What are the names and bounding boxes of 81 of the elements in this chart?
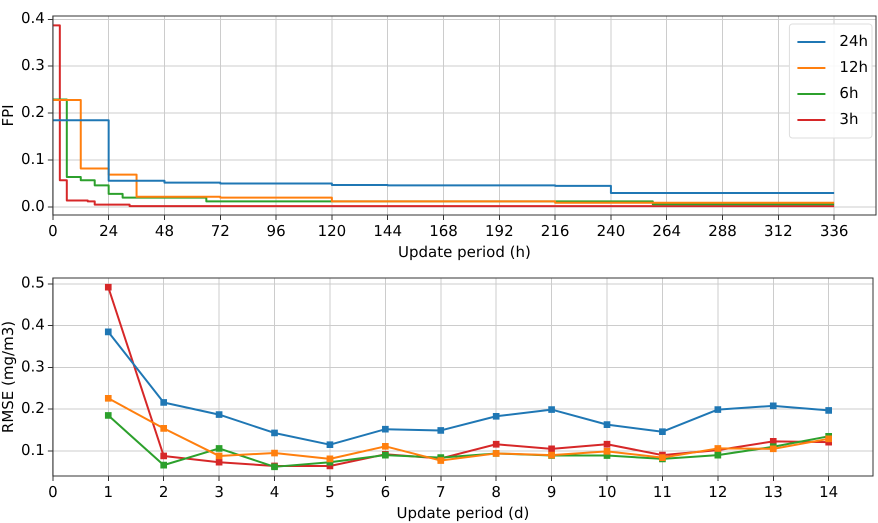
x-tick-label: 12 bbox=[708, 482, 728, 501]
point bbox=[326, 456, 334, 462]
y-tick-label: 0.2 bbox=[20, 399, 45, 418]
point bbox=[271, 430, 278, 436]
x-tick-label: 120 bbox=[318, 222, 346, 240]
point bbox=[604, 440, 610, 448]
y-tick-label: 0.1 bbox=[20, 440, 45, 459]
point bbox=[825, 407, 832, 414]
point bbox=[104, 394, 112, 402]
x-tick-label: 0 bbox=[48, 482, 58, 501]
point bbox=[216, 452, 222, 460]
y-axis-title: FPI bbox=[0, 104, 17, 127]
point bbox=[604, 448, 610, 455]
point bbox=[825, 435, 832, 442]
point bbox=[492, 440, 500, 448]
point bbox=[216, 445, 222, 452]
point bbox=[548, 446, 555, 452]
y-tick-label: 0.2 bbox=[20, 103, 45, 122]
x-axis-title: Update period (h) bbox=[398, 242, 531, 261]
x-tick-label: 48 bbox=[154, 222, 174, 240]
point bbox=[770, 402, 777, 410]
x-tick-label: 72 bbox=[210, 222, 230, 240]
y-tick-label: 0.4 bbox=[20, 9, 45, 28]
point bbox=[659, 428, 666, 436]
y-tick-label: 0.3 bbox=[20, 357, 45, 376]
x-tick-label: 1 bbox=[103, 482, 114, 501]
y-tick-label: 0.3 bbox=[20, 56, 45, 74]
x-tick-label: 2 bbox=[158, 482, 168, 501]
x-tick-label: 4 bbox=[270, 482, 280, 501]
x-tick-label: 264 bbox=[652, 222, 682, 240]
point bbox=[160, 462, 168, 468]
point bbox=[770, 446, 777, 452]
point bbox=[714, 452, 722, 458]
point bbox=[604, 421, 610, 428]
point bbox=[492, 412, 500, 420]
legend-label: 12h bbox=[839, 58, 868, 76]
x-tick-label: 14 bbox=[819, 482, 838, 501]
x-tick-label: 6 bbox=[380, 482, 390, 501]
x-tick-label: 3 bbox=[214, 482, 224, 501]
y-tick-label: 0.5 bbox=[20, 274, 45, 292]
legend-label: 6h bbox=[839, 84, 858, 102]
point bbox=[160, 399, 168, 406]
point bbox=[160, 425, 168, 432]
point bbox=[714, 406, 722, 413]
x-tick-label: 8 bbox=[491, 482, 501, 501]
point bbox=[271, 450, 278, 456]
point bbox=[104, 284, 112, 291]
legend-label: 3h bbox=[839, 110, 858, 128]
x-tick-label: 0 bbox=[48, 222, 58, 240]
y-tick-label: 0.4 bbox=[20, 316, 45, 334]
x-tick-label: 24 bbox=[99, 222, 118, 240]
point bbox=[548, 406, 555, 413]
y-tick-label: 0.1 bbox=[20, 150, 45, 168]
legend-label: 24h bbox=[839, 32, 868, 50]
point bbox=[104, 412, 112, 419]
point bbox=[160, 452, 168, 460]
point bbox=[216, 411, 222, 418]
x-tick-label: 5 bbox=[325, 482, 335, 501]
x-tick-label: 144 bbox=[373, 222, 402, 240]
x-tick-label: 10 bbox=[597, 482, 617, 501]
x-tick-label: 216 bbox=[540, 222, 570, 240]
x-tick-label: 9 bbox=[546, 482, 556, 501]
x-tick-label: 192 bbox=[484, 222, 514, 240]
point bbox=[216, 458, 222, 466]
x-tick-label: 96 bbox=[266, 222, 286, 240]
point bbox=[326, 441, 334, 448]
point bbox=[382, 443, 389, 450]
x-tick-label: 288 bbox=[708, 222, 737, 240]
x-tick-label: 11 bbox=[652, 482, 672, 501]
x-tick-label: 13 bbox=[764, 482, 783, 501]
point bbox=[382, 426, 389, 433]
point bbox=[104, 328, 112, 336]
x-tick-label: 168 bbox=[429, 222, 458, 240]
point bbox=[437, 427, 444, 434]
y-tick-label: 0.0 bbox=[20, 196, 45, 215]
x-axis-title: Update period (d) bbox=[396, 504, 530, 522]
x-tick-label: 312 bbox=[764, 222, 793, 240]
x-tick-label: 240 bbox=[596, 222, 626, 240]
x-tick-label: 336 bbox=[820, 222, 848, 240]
x-tick-label: 7 bbox=[436, 482, 446, 501]
y-axis-title: RMSE (mg/m3) bbox=[0, 320, 17, 434]
